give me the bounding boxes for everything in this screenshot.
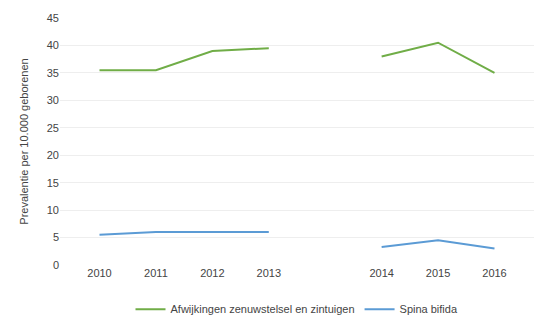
svg-text:2010: 2010 — [87, 267, 111, 279]
svg-text:30: 30 — [47, 94, 59, 106]
svg-text:2014: 2014 — [369, 267, 393, 279]
svg-text:2011: 2011 — [144, 267, 168, 279]
svg-text:10: 10 — [47, 204, 59, 216]
svg-text:15: 15 — [47, 177, 59, 189]
svg-text:2012: 2012 — [200, 267, 224, 279]
svg-text:Afwijkingen zenuwstelsel en zi: Afwijkingen zenuwstelsel en zintuigen — [171, 303, 355, 315]
svg-text:0: 0 — [53, 259, 59, 271]
svg-text:2015: 2015 — [426, 267, 450, 279]
svg-text:Spina bifida: Spina bifida — [400, 303, 458, 315]
svg-text:40: 40 — [47, 39, 59, 51]
svg-text:5: 5 — [53, 231, 59, 243]
svg-text:20: 20 — [47, 149, 59, 161]
svg-text:35: 35 — [47, 67, 59, 79]
svg-text:2016: 2016 — [482, 267, 506, 279]
svg-text:2013: 2013 — [257, 267, 281, 279]
svg-text:Prevalentie per 10.000 geboren: Prevalentie per 10.000 geborenen — [18, 58, 30, 224]
svg-text:45: 45 — [47, 12, 59, 24]
svg-text:25: 25 — [47, 122, 59, 134]
